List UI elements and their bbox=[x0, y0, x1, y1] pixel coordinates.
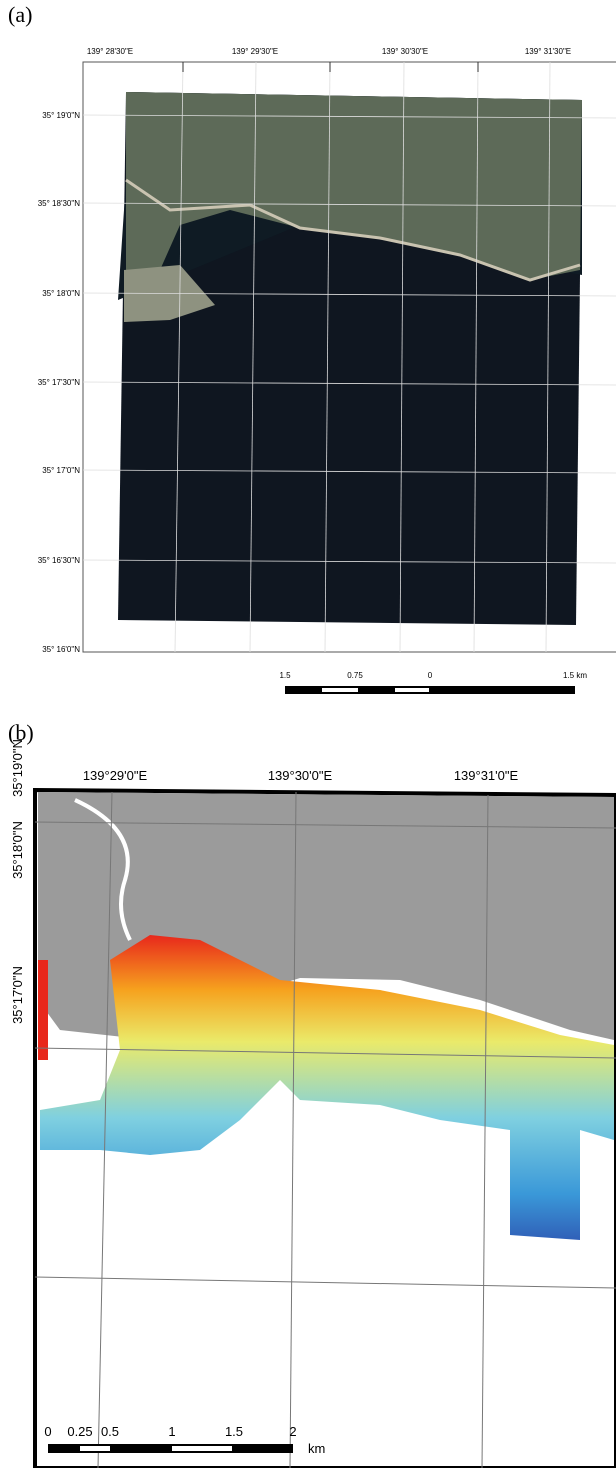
lat-labels: 35°19'0"N 35°18'0"N 35°17'0"N bbox=[10, 739, 25, 1024]
lat-label: 35° 19'0"N bbox=[42, 111, 80, 120]
tick-marks bbox=[182, 62, 479, 72]
lon-label: 139° 31'30"E bbox=[525, 47, 571, 56]
bathymetry-edge bbox=[38, 960, 48, 1060]
lat-label: 35° 17'30"N bbox=[38, 378, 80, 387]
coastline bbox=[125, 178, 581, 282]
lon-label: 139°30'0"E bbox=[268, 768, 333, 783]
lat-label: 35°18'0"N bbox=[10, 821, 25, 879]
lon-label: 139° 29'30"E bbox=[232, 47, 278, 56]
lon-labels: 139°29'0"E 139°30'0"E 139°31'0"E bbox=[83, 768, 519, 783]
panel-label: (a) bbox=[8, 2, 32, 27]
scale-bar bbox=[48, 1444, 293, 1453]
lon-label: 139°31'0"E bbox=[454, 768, 519, 783]
panel-a: (a) 139° 28'30"E 139° 29'30"E 139° 30'30"E… bbox=[8, 2, 616, 694]
scale-label: 0.75 bbox=[347, 671, 363, 680]
scale-label: 0 bbox=[44, 1424, 51, 1439]
lat-label: 35° 18'30"N bbox=[38, 199, 80, 208]
lon-label: 139°29'0"E bbox=[83, 768, 148, 783]
scale-bar bbox=[285, 686, 575, 694]
land bbox=[126, 92, 582, 300]
lon-label: 139° 28'30"E bbox=[87, 47, 133, 56]
lon-labels: 139° 28'30"E 139° 29'30"E 139° 30'30"E 139°… bbox=[87, 47, 571, 56]
scale-label: 1.5 bbox=[279, 671, 291, 680]
scale-label: 2 bbox=[289, 1424, 296, 1439]
bathymetry bbox=[40, 935, 614, 1240]
scale-label: km bbox=[308, 1441, 325, 1456]
lat-label: 35°17'0"N bbox=[10, 966, 25, 1024]
scale-labels: 0 0.25 0.5 1 1.5 2 km bbox=[44, 1424, 325, 1456]
lon-label: 139° 30'30"E bbox=[382, 47, 428, 56]
lat-label: 35° 16'30"N bbox=[38, 556, 80, 565]
scale-label: 1 bbox=[168, 1424, 175, 1439]
graticule bbox=[82, 61, 616, 653]
lat-label: 35° 18'0"N bbox=[42, 289, 80, 298]
lat-label: 35°19'0"N bbox=[10, 739, 25, 797]
panel-b: (b) 139°29'0"E 139°30'0"E 139°31'0"E 35°19… bbox=[8, 720, 616, 1468]
scale-labels: 1.5 0.75 0 1.5 km bbox=[279, 671, 587, 680]
scale-label: 0.25 bbox=[67, 1424, 92, 1439]
scale-label: 1.5 bbox=[225, 1424, 243, 1439]
lat-label: 35° 16'0"N bbox=[42, 645, 80, 654]
lat-label: 35° 17'0"N bbox=[42, 466, 80, 475]
panel-label: (b) bbox=[8, 720, 34, 745]
map-frame bbox=[82, 61, 616, 653]
scale-label: 0.5 bbox=[101, 1424, 119, 1439]
graticule bbox=[34, 791, 616, 1468]
river bbox=[74, 798, 132, 941]
lat-labels: 35° 19'0"N 35° 18'30"N 35° 18'0"N 35° 17'30… bbox=[38, 111, 80, 654]
scale-label: 1.5 km bbox=[563, 671, 587, 680]
scale-label: 0 bbox=[428, 671, 433, 680]
